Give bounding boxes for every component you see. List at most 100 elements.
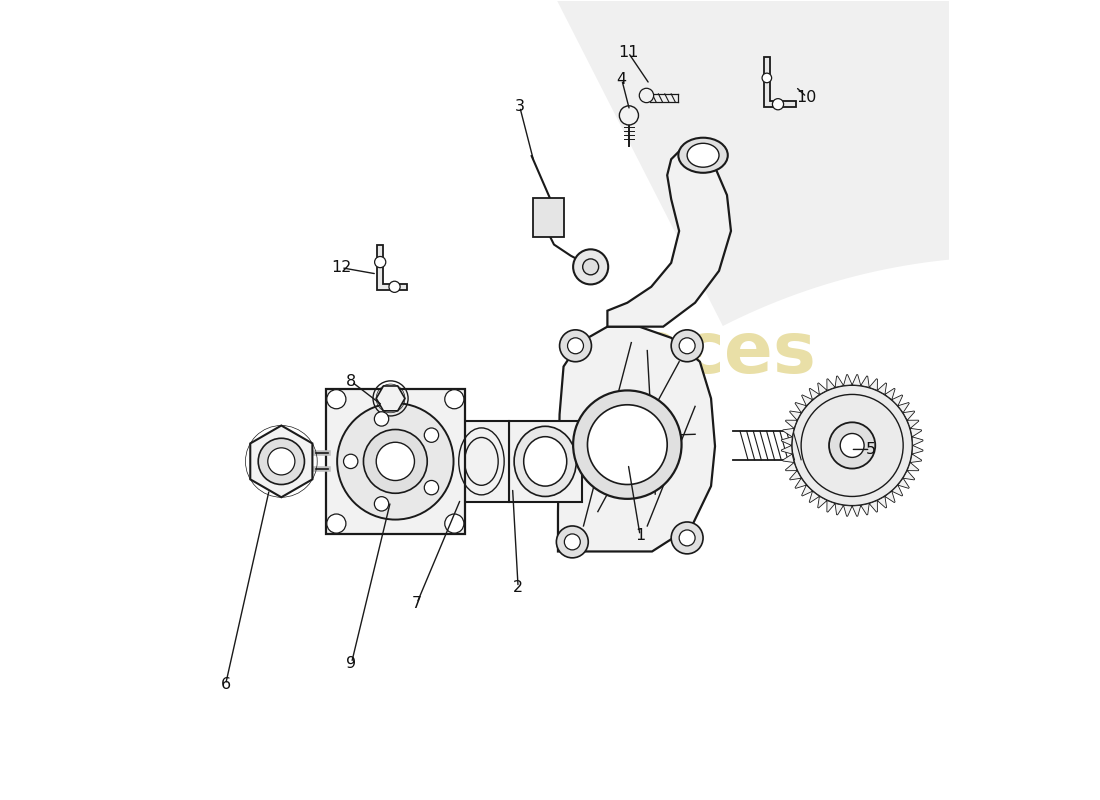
Polygon shape — [861, 503, 869, 515]
Polygon shape — [251, 426, 312, 498]
Polygon shape — [903, 411, 915, 420]
Circle shape — [425, 428, 439, 442]
Polygon shape — [911, 428, 922, 437]
Circle shape — [425, 481, 439, 495]
Polygon shape — [908, 462, 918, 470]
Circle shape — [327, 390, 345, 409]
Polygon shape — [844, 506, 852, 516]
Circle shape — [573, 390, 682, 499]
Polygon shape — [790, 470, 801, 480]
Polygon shape — [785, 462, 798, 470]
Circle shape — [375, 257, 386, 268]
Text: a passion for parts: a passion for parts — [421, 479, 615, 499]
Polygon shape — [542, 0, 1100, 794]
Polygon shape — [377, 246, 407, 290]
Circle shape — [573, 250, 608, 285]
Text: 6: 6 — [220, 677, 231, 692]
Circle shape — [762, 73, 771, 82]
Text: ces: ces — [682, 319, 816, 388]
Circle shape — [840, 434, 865, 458]
Circle shape — [444, 514, 464, 533]
Polygon shape — [898, 478, 910, 488]
Circle shape — [671, 330, 703, 362]
Text: 8: 8 — [346, 374, 356, 389]
Polygon shape — [869, 501, 878, 512]
Bar — [534, 198, 563, 237]
Text: 9: 9 — [346, 655, 356, 670]
Polygon shape — [763, 57, 795, 107]
Circle shape — [560, 330, 592, 362]
Polygon shape — [810, 388, 820, 400]
Polygon shape — [802, 395, 813, 406]
Text: 3: 3 — [515, 99, 525, 114]
Polygon shape — [827, 501, 835, 512]
Polygon shape — [326, 389, 464, 534]
Circle shape — [389, 282, 400, 292]
Polygon shape — [810, 491, 820, 502]
Polygon shape — [911, 454, 922, 462]
Polygon shape — [558, 326, 715, 551]
Circle shape — [327, 514, 345, 533]
Ellipse shape — [524, 437, 567, 486]
Circle shape — [619, 106, 638, 125]
Polygon shape — [861, 376, 869, 387]
Circle shape — [829, 422, 876, 469]
Polygon shape — [835, 376, 844, 387]
Ellipse shape — [679, 138, 728, 173]
Circle shape — [583, 259, 598, 275]
Polygon shape — [869, 378, 878, 390]
Text: 4: 4 — [617, 72, 627, 87]
Polygon shape — [844, 374, 852, 386]
Polygon shape — [783, 428, 794, 437]
Polygon shape — [912, 446, 923, 454]
Circle shape — [337, 403, 453, 519]
Polygon shape — [781, 437, 792, 446]
Text: 7: 7 — [411, 596, 422, 610]
Polygon shape — [781, 446, 792, 454]
Polygon shape — [607, 151, 732, 326]
Polygon shape — [892, 395, 903, 406]
Text: 2: 2 — [513, 580, 524, 595]
Polygon shape — [795, 402, 806, 413]
Text: since 1985: since 1985 — [581, 527, 694, 547]
Circle shape — [363, 430, 427, 494]
Circle shape — [587, 405, 668, 485]
Polygon shape — [802, 485, 813, 496]
Polygon shape — [783, 454, 794, 462]
Circle shape — [557, 526, 588, 558]
Circle shape — [671, 522, 703, 554]
Circle shape — [374, 412, 388, 426]
Polygon shape — [852, 506, 861, 516]
Circle shape — [679, 530, 695, 546]
Circle shape — [258, 438, 305, 485]
Circle shape — [679, 338, 695, 354]
Circle shape — [267, 448, 295, 475]
Circle shape — [444, 390, 464, 409]
Circle shape — [343, 454, 358, 469]
Polygon shape — [827, 378, 835, 390]
Circle shape — [564, 534, 581, 550]
Polygon shape — [817, 383, 827, 394]
Text: e-: e- — [628, 318, 707, 386]
Polygon shape — [817, 497, 827, 508]
Polygon shape — [912, 437, 923, 446]
Text: 11: 11 — [618, 45, 638, 60]
Circle shape — [772, 98, 783, 110]
Polygon shape — [892, 485, 903, 496]
Text: 1: 1 — [635, 528, 646, 543]
Polygon shape — [903, 470, 915, 480]
Circle shape — [639, 88, 653, 102]
Circle shape — [568, 338, 583, 354]
Polygon shape — [785, 420, 798, 428]
Text: 12: 12 — [331, 260, 351, 275]
Ellipse shape — [514, 426, 576, 497]
Polygon shape — [878, 497, 887, 508]
Circle shape — [376, 442, 415, 481]
Polygon shape — [376, 386, 405, 411]
Ellipse shape — [688, 143, 719, 167]
Circle shape — [792, 385, 913, 506]
Polygon shape — [884, 491, 895, 502]
Polygon shape — [908, 420, 918, 428]
Polygon shape — [898, 402, 910, 413]
Polygon shape — [884, 388, 895, 400]
